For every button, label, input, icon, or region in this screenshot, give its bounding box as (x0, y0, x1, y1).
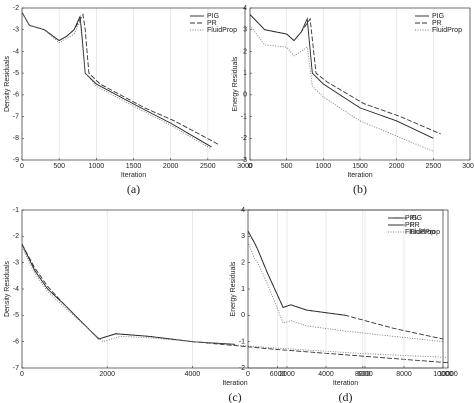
y-tick-label: 3 (241, 233, 245, 240)
y-axis-label: Density Residuals (4, 260, 11, 317)
plot-frame (21, 7, 246, 161)
x-tick-label: 0 (20, 371, 24, 378)
caption: (c) (228, 390, 241, 403)
x-tick-label: 10000 (433, 371, 453, 378)
legend-label: FluidProp (405, 229, 435, 236)
y-tick-label: -5 (13, 70, 19, 77)
data-line (247, 230, 444, 340)
y-tick-label: 1 (243, 70, 247, 77)
x-axis-label: Iteration (347, 172, 372, 179)
legend-label: FluidProp (432, 27, 462, 34)
y-tick-label: -6 (13, 92, 19, 99)
y-tick-label: -2 (13, 233, 19, 240)
caption: (b) (353, 182, 367, 196)
plot-frame (249, 7, 471, 161)
x-tick-label: 2000 (389, 163, 405, 170)
y-tick-label: 3 (243, 27, 247, 34)
plot-frame (21, 209, 449, 369)
y-tick-label: 4 (241, 207, 245, 214)
x-tick-label: 2000 (279, 371, 295, 378)
y-tick-label: -7 (13, 365, 19, 372)
y-tick-label: -9 (13, 157, 19, 164)
x-axis-label: Iteration (333, 380, 358, 387)
x-tick-label: 1500 (126, 163, 142, 170)
x-tick-label: 1000 (316, 163, 332, 170)
x-axis-label: Iteration (121, 172, 146, 179)
y-tick-label: -4 (13, 286, 19, 293)
x-tick-label: 4000 (318, 371, 334, 378)
y-tick-label: 0 (243, 92, 247, 99)
legend-label: PIG (410, 215, 422, 222)
data-line (249, 14, 441, 135)
y-tick-label: 2 (241, 260, 245, 267)
y-tick-label: -1 (13, 207, 19, 214)
caption: (d) (339, 390, 353, 403)
y-tick-label: -5 (13, 312, 19, 319)
legend-label: FluidProp (207, 27, 237, 34)
data-line (21, 12, 212, 148)
plot-frame (247, 209, 444, 369)
y-axis-label: Energy Residuals (230, 261, 237, 316)
caption: (a) (127, 182, 140, 196)
x-tick-label: 2000 (163, 163, 179, 170)
x-tick-label: 500 (281, 163, 293, 170)
data-line (21, 246, 449, 358)
x-tick-label: 6000 (270, 371, 286, 378)
x-tick-label: 500 (53, 163, 65, 170)
data-line (249, 25, 434, 152)
x-tick-label: 1000 (89, 163, 105, 170)
legend-label: PR (405, 222, 415, 229)
y-tick-label: 4 (243, 5, 247, 12)
data-line (21, 244, 236, 345)
x-tick-label: 6000 (357, 371, 373, 378)
y-tick-label: -8 (13, 135, 19, 142)
data-line (249, 14, 434, 139)
legend-label: PR (207, 20, 217, 27)
x-tick-label: 2000 (99, 371, 115, 378)
legend-label: PIG (405, 215, 417, 222)
x-tick-label: 3000 (237, 163, 253, 170)
x-tick-label: 8000 (396, 371, 412, 378)
x-tick-label: 0 (248, 163, 252, 170)
y-tick-label: -3 (13, 260, 19, 267)
y-axis-label: Density Residuals (4, 55, 11, 112)
legend-label: FluidProp (410, 229, 440, 236)
x-tick-label: 0 (20, 163, 24, 170)
y-axis-label: Energy Residuals (232, 56, 239, 111)
y-tick-label: -2 (239, 365, 245, 372)
x-tick-label: 1500 (352, 163, 368, 170)
x-tick-label: 10000 (438, 371, 458, 378)
y-tick-label: 0 (241, 312, 245, 319)
y-tick-label: -2 (241, 135, 247, 142)
y-tick-label: -2 (13, 5, 19, 12)
legend-label: PR (410, 222, 420, 229)
x-tick-label: 3000 (462, 163, 474, 170)
legend-label: PIG (432, 13, 444, 20)
y-tick-label: -4 (13, 48, 19, 55)
x-tick-label: 2500 (426, 163, 442, 170)
y-tick-label: -3 (241, 157, 247, 164)
y-tick-label: -7 (13, 113, 19, 120)
y-tick-label: 2 (243, 48, 247, 55)
x-tick-label: 2500 (200, 163, 216, 170)
x-tick-label: 0 (246, 371, 250, 378)
data-line (21, 12, 212, 150)
legend-label: PIG (207, 13, 219, 20)
data-line (21, 244, 449, 364)
x-tick-label: 4000 (185, 371, 201, 378)
data-line (21, 12, 220, 146)
y-tick-label: -1 (239, 339, 245, 346)
x-tick-label: 8000 (355, 371, 371, 378)
y-tick-label: 1 (241, 286, 245, 293)
y-tick-label: -3 (13, 27, 19, 34)
x-axis-label: Iteration (222, 380, 247, 387)
data-line (247, 241, 444, 343)
y-tick-label: -1 (241, 113, 247, 120)
legend-label: PR (432, 20, 442, 27)
y-tick-label: -6 (13, 339, 19, 346)
